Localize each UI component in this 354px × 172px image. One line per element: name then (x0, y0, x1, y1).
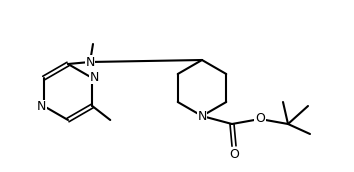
Text: N: N (85, 56, 95, 68)
Text: N: N (37, 100, 46, 114)
Text: N: N (197, 110, 207, 123)
Text: N: N (90, 71, 99, 83)
Text: O: O (255, 112, 265, 126)
Text: O: O (229, 148, 239, 160)
